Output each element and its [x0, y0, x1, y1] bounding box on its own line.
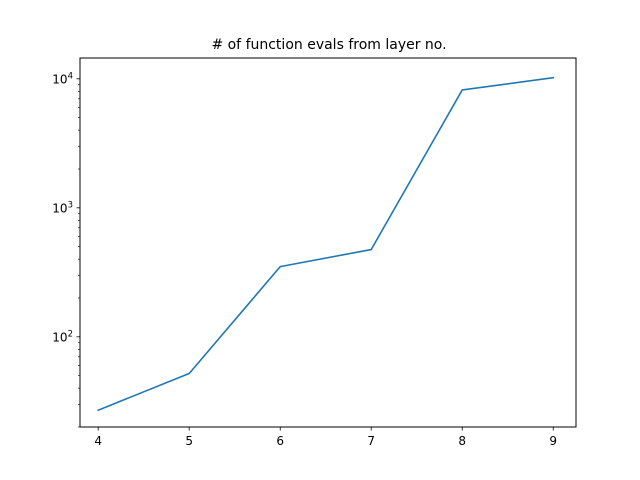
data-point: [552, 77, 554, 79]
data-point: [370, 249, 372, 251]
x-axis: 4 5 6 7 8 9: [94, 427, 557, 448]
chart-title: # of function evals from layer no.: [211, 37, 446, 53]
plot-area: 4 5 6 7 8 9 102 103 104: [52, 57, 577, 448]
data-point: [97, 409, 99, 411]
data-point: [188, 373, 190, 375]
x-tick-label: 8: [458, 434, 466, 448]
y-tick-label: 102: [52, 329, 73, 344]
axes-frame: [79, 57, 577, 428]
x-tick-label: 6: [276, 434, 284, 448]
x-tick-label: 7: [367, 434, 375, 448]
x-tick-label: 9: [549, 434, 557, 448]
x-tick-label: 4: [94, 434, 102, 448]
y-axis: 102 103 104: [52, 71, 80, 428]
series-layer: [97, 76, 555, 412]
x-tick-label: 5: [185, 434, 193, 448]
data-point: [461, 89, 463, 91]
y-tick-label: 104: [52, 71, 73, 86]
series-line-0: [97, 76, 555, 412]
data-point: [279, 266, 281, 268]
y-tick-label: 103: [52, 200, 73, 215]
